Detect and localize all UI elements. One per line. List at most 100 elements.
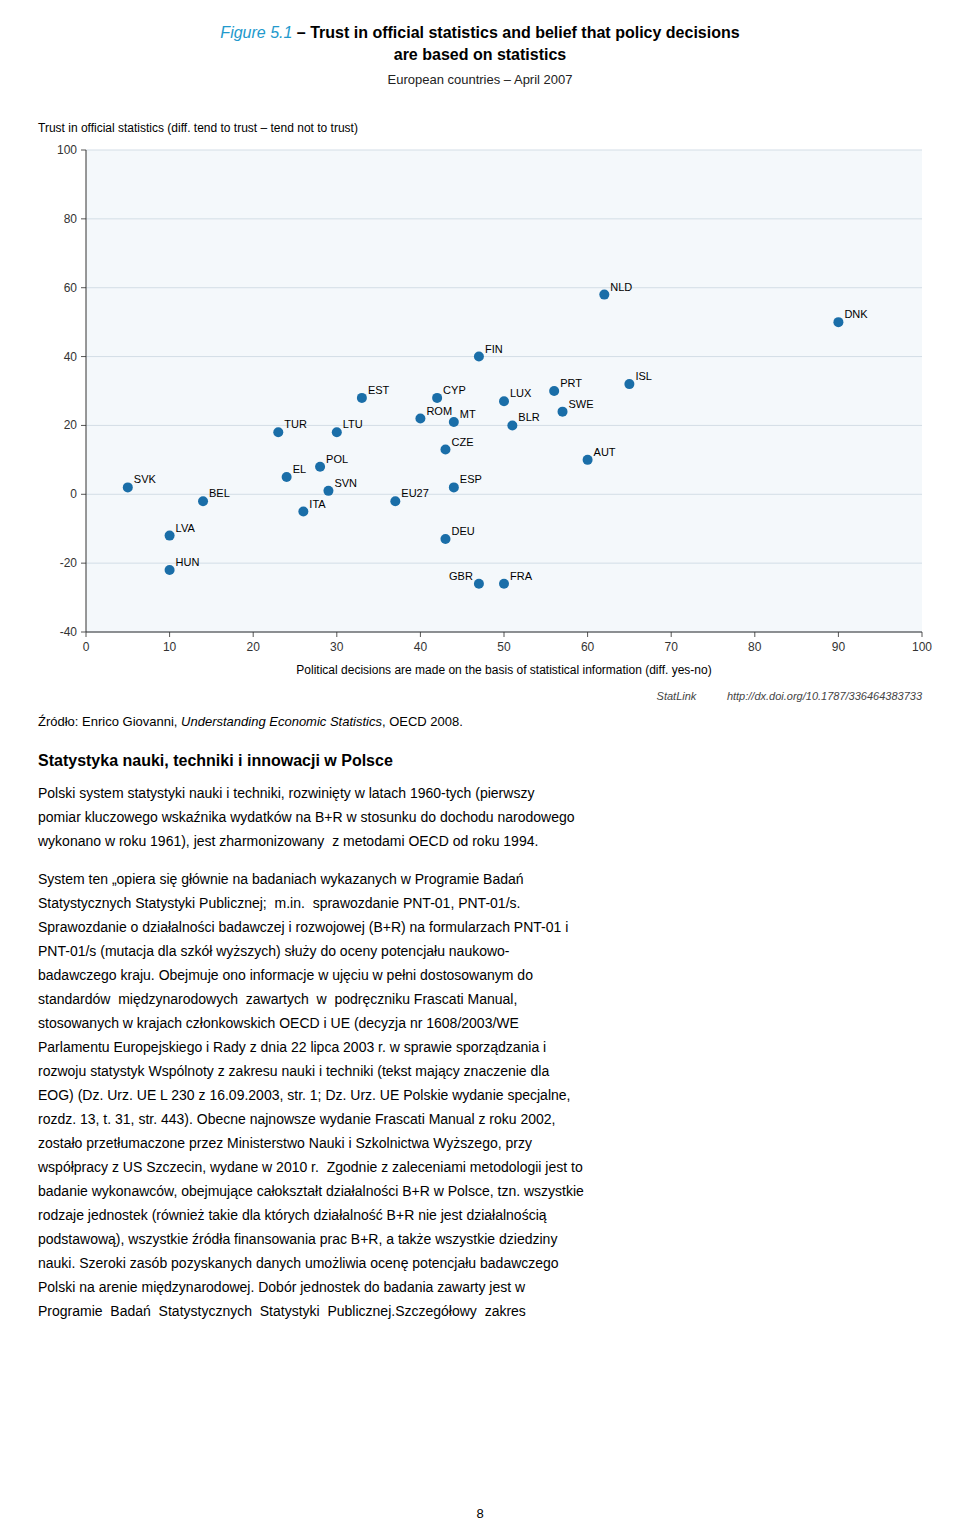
body-line: wykonano w roku 1961), jest zharmonizowa… bbox=[37, 833, 538, 849]
tick-mark bbox=[81, 563, 86, 564]
point-label: BLR bbox=[518, 411, 539, 423]
scatter-point bbox=[273, 427, 283, 437]
scatter-point bbox=[558, 407, 568, 417]
scatter-point bbox=[298, 507, 308, 517]
point-label: PRT bbox=[560, 377, 582, 389]
scatter-point bbox=[474, 579, 484, 589]
scatter-point bbox=[432, 393, 442, 403]
scatter-point bbox=[449, 482, 459, 492]
tick-mark bbox=[671, 632, 672, 637]
tick-mark bbox=[253, 632, 254, 637]
x-tick-label: 90 bbox=[832, 640, 846, 654]
scatter-point bbox=[440, 534, 450, 544]
title: – Trust in official statistics and belie… bbox=[292, 24, 739, 41]
tick-mark bbox=[169, 632, 170, 637]
scatter-point bbox=[323, 486, 333, 496]
point-label: EST bbox=[368, 384, 390, 396]
scatter-point bbox=[165, 565, 175, 575]
point-label: FIN bbox=[485, 343, 503, 355]
grid-line bbox=[86, 287, 922, 288]
point-label: CYP bbox=[443, 384, 466, 396]
y-tick-label: -20 bbox=[60, 556, 78, 570]
body-line: standardów międzynarodowych zawartych w … bbox=[38, 991, 517, 1007]
tick-mark bbox=[81, 287, 86, 288]
y-tick-label: 100 bbox=[57, 143, 77, 157]
point-label: EL bbox=[293, 463, 306, 475]
title: are based on statistics bbox=[394, 46, 567, 63]
tick-mark bbox=[81, 632, 86, 633]
body-line: badawczego kraju. Obejmuje ono informacj… bbox=[38, 967, 533, 983]
y-axis-line bbox=[86, 150, 87, 632]
points bbox=[123, 290, 844, 589]
scatter-point bbox=[165, 531, 175, 541]
tick-mark bbox=[922, 632, 923, 637]
y-tick-label: -40 bbox=[60, 625, 78, 639]
body-line: nauki. Szeroki zasób pozyskanych danych … bbox=[38, 1255, 559, 1271]
body-line: Statystycznych Statystyki Publicznej; m.… bbox=[38, 895, 520, 911]
page: Figure 5.1 – Trust in official statistic… bbox=[0, 0, 960, 1536]
body-line: rodzaje jednostek (również takie dla któ… bbox=[38, 1207, 547, 1223]
point-label: SVN bbox=[334, 477, 357, 489]
grid-line bbox=[86, 150, 922, 151]
body-line: Programie Badań Statystycznych Statystyk… bbox=[38, 1303, 526, 1319]
y-tick-label: 40 bbox=[64, 350, 78, 364]
x-tick-label: 20 bbox=[247, 640, 261, 654]
grid-line bbox=[86, 356, 922, 357]
plot-background bbox=[86, 150, 922, 632]
x-tick-label: 50 bbox=[497, 640, 511, 654]
point-label: NLD bbox=[610, 281, 632, 293]
body-line: badanie wykonawców, obejmujące całokszta… bbox=[38, 1183, 584, 1199]
source-part: Źródło: Enrico Giovanni, bbox=[38, 714, 181, 729]
y-tick-label: 20 bbox=[64, 418, 78, 432]
point-label: EU27 bbox=[401, 487, 429, 499]
point-label: DEU bbox=[451, 525, 474, 537]
y-tick-label: 0 bbox=[70, 487, 77, 501]
scatter-point bbox=[624, 379, 634, 389]
tick-mark bbox=[754, 632, 755, 637]
source: Źródło: Enrico Giovanni, Understanding E… bbox=[38, 714, 463, 729]
scatter-point bbox=[549, 386, 559, 396]
y-tick-label: 60 bbox=[64, 281, 78, 295]
body-line: System ten „opiera się głównie na badani… bbox=[38, 871, 524, 887]
scatter-point bbox=[499, 579, 509, 589]
x-tick-label: 70 bbox=[665, 640, 679, 654]
statlink: StatLink http://dx.doi.org/10.1787/33646… bbox=[657, 690, 923, 702]
source-part: , OECD 2008. bbox=[382, 714, 463, 729]
body-line: podstawową), wszystkie źródła finansowan… bbox=[38, 1231, 557, 1247]
point-label: POL bbox=[326, 453, 348, 465]
body-line: Polski na arenie międzynarodowej. Dobór … bbox=[38, 1279, 526, 1295]
point-label: SWE bbox=[569, 398, 594, 410]
scatter-point bbox=[440, 445, 450, 455]
x-tick-label: 80 bbox=[748, 640, 762, 654]
grid bbox=[86, 150, 922, 632]
scatter-point bbox=[357, 393, 367, 403]
point-label: CZE bbox=[451, 436, 473, 448]
point-label: LUX bbox=[510, 387, 532, 399]
x-tick-label: 100 bbox=[912, 640, 932, 654]
tick-mark bbox=[504, 632, 505, 637]
point-label: GBR bbox=[449, 570, 473, 582]
body-line: Parlamentu Europejskiego i Rady z dnia 2… bbox=[38, 1039, 546, 1055]
scatter-point bbox=[282, 472, 292, 482]
body-line: współpracy z US Szczecin, wydane w 2010 … bbox=[37, 1159, 583, 1175]
tick-mark bbox=[420, 632, 421, 637]
tick-mark bbox=[81, 494, 86, 495]
scatter-point bbox=[499, 396, 509, 406]
point-label: AUT bbox=[594, 446, 616, 458]
grid-line bbox=[86, 218, 922, 219]
scatter-point bbox=[599, 290, 609, 300]
x-tick-label: 0 bbox=[83, 640, 90, 654]
x-axis-line bbox=[86, 632, 922, 633]
point-label: ITA bbox=[309, 498, 326, 510]
scatter-point bbox=[198, 496, 208, 506]
point-label: TUR bbox=[284, 418, 307, 430]
scatter-point bbox=[415, 414, 425, 424]
source-part: Understanding Economic Statistics bbox=[181, 714, 382, 729]
point-labels: SVKBELLVAHUNELTURITAPOLLTUSVNESTEU27ROMC… bbox=[134, 281, 868, 582]
scatter-point bbox=[507, 420, 517, 430]
point-label: MT bbox=[460, 408, 476, 420]
title-prefix: Figure 5.1 bbox=[220, 24, 292, 41]
body-line: rozdz. 13, t. 31, str. 443). Obecne najn… bbox=[38, 1111, 556, 1127]
point-label: FRA bbox=[510, 570, 533, 582]
point-label: SVK bbox=[134, 473, 157, 485]
